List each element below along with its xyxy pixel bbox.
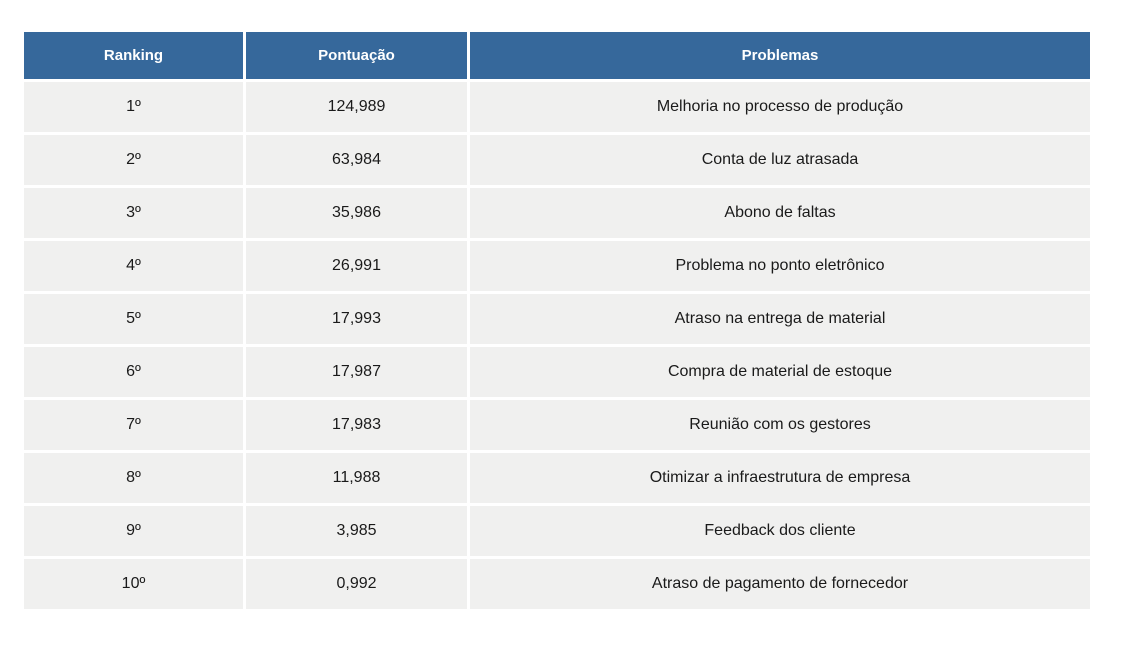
pontuacao-cell: 26,991	[246, 241, 467, 291]
ranking-table: Ranking Pontuação Problemas 1º 124,989 M…	[21, 29, 1093, 612]
pontuacao-cell: 17,983	[246, 400, 467, 450]
ranking-cell: 8º	[24, 453, 243, 503]
ranking-cell: 1º	[24, 82, 243, 132]
problema-cell: Problema no ponto eletrônico	[470, 241, 1090, 291]
ranking-cell: 2º	[24, 135, 243, 185]
problema-cell: Reunião com os gestores	[470, 400, 1090, 450]
problema-cell: Compra de material de estoque	[470, 347, 1090, 397]
pontuacao-cell: 11,988	[246, 453, 467, 503]
pontuacao-cell: 124,989	[246, 82, 467, 132]
ranking-cell: 5º	[24, 294, 243, 344]
ranking-cell: 9º	[24, 506, 243, 556]
problema-cell: Atraso na entrega de material	[470, 294, 1090, 344]
pontuacao-cell: 17,993	[246, 294, 467, 344]
table-row: 1º 124,989 Melhoria no processo de produ…	[24, 82, 1090, 132]
problema-cell: Melhoria no processo de produção	[470, 82, 1090, 132]
table-row: 8º 11,988 Otimizar a infraestrutura de e…	[24, 453, 1090, 503]
ranking-cell: 3º	[24, 188, 243, 238]
pontuacao-cell: 17,987	[246, 347, 467, 397]
col-header-pontuacao: Pontuação	[246, 32, 467, 79]
pontuacao-cell: 63,984	[246, 135, 467, 185]
table-row: 5º 17,993 Atraso na entrega de material	[24, 294, 1090, 344]
problema-cell: Feedback dos cliente	[470, 506, 1090, 556]
pontuacao-cell: 35,986	[246, 188, 467, 238]
ranking-cell: 6º	[24, 347, 243, 397]
pontuacao-cell: 3,985	[246, 506, 467, 556]
pontuacao-cell: 0,992	[246, 559, 467, 609]
table-row: 9º 3,985 Feedback dos cliente	[24, 506, 1090, 556]
ranking-cell: 10º	[24, 559, 243, 609]
col-header-ranking: Ranking	[24, 32, 243, 79]
problema-cell: Otimizar a infraestrutura de empresa	[470, 453, 1090, 503]
ranking-cell: 7º	[24, 400, 243, 450]
table-row: 7º 17,983 Reunião com os gestores	[24, 400, 1090, 450]
problema-cell: Conta de luz atrasada	[470, 135, 1090, 185]
ranking-cell: 4º	[24, 241, 243, 291]
problema-cell: Abono de faltas	[470, 188, 1090, 238]
table-row: 10º 0,992 Atraso de pagamento de fornece…	[24, 559, 1090, 609]
table-row: 2º 63,984 Conta de luz atrasada	[24, 135, 1090, 185]
table-row: 3º 35,986 Abono de faltas	[24, 188, 1090, 238]
col-header-problemas: Problemas	[470, 32, 1090, 79]
table-row: 6º 17,987 Compra de material de estoque	[24, 347, 1090, 397]
table-row: 4º 26,991 Problema no ponto eletrônico	[24, 241, 1090, 291]
header-row: Ranking Pontuação Problemas	[24, 32, 1090, 79]
problema-cell: Atraso de pagamento de fornecedor	[470, 559, 1090, 609]
